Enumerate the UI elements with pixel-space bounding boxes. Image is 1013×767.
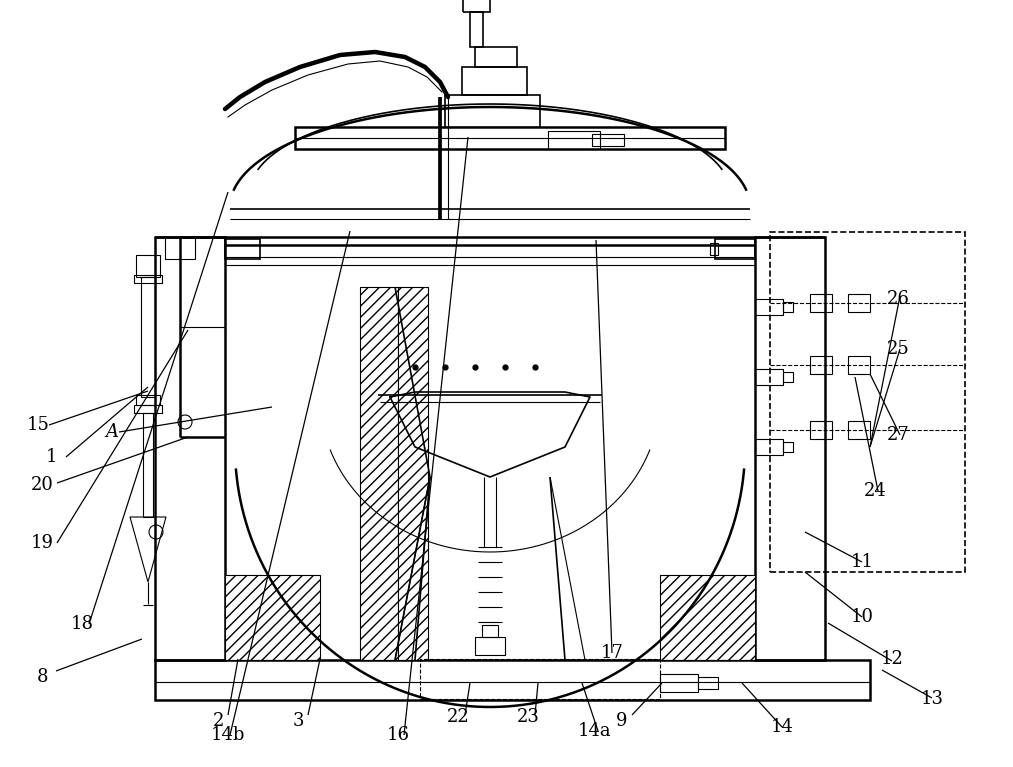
Bar [710,243,718,255]
Text: 24: 24 [864,482,886,500]
Text: 17: 17 [601,644,623,662]
Bar [592,134,624,146]
Text: 2: 2 [213,712,224,730]
Bar [755,237,825,660]
Bar [360,287,398,660]
Bar [475,47,517,67]
Bar [295,127,725,149]
Text: 14b: 14b [211,726,245,744]
Text: 14a: 14a [578,722,612,740]
Text: 9: 9 [616,712,628,730]
Bar [155,660,870,700]
Bar [225,575,320,660]
Bar [445,95,540,127]
Bar [848,421,870,439]
Bar [810,356,832,374]
Bar [143,413,153,517]
Bar [848,294,870,312]
Text: 1: 1 [47,448,58,466]
Bar [141,277,155,397]
Bar [698,677,718,689]
Bar [715,239,755,259]
Bar [548,131,600,149]
Text: 18: 18 [71,615,93,633]
Bar [810,294,832,312]
Bar [398,287,428,660]
Bar [755,369,783,385]
Text: 16: 16 [387,726,409,744]
Bar [136,255,160,277]
Bar [755,299,783,315]
Bar [660,575,755,660]
Bar [783,372,793,382]
Bar [783,442,793,452]
Text: 19: 19 [30,534,54,552]
Bar [136,395,160,405]
Bar [165,237,194,259]
Bar [155,237,225,660]
Text: 25: 25 [886,340,910,358]
Text: 27: 27 [886,426,910,444]
Text: 8: 8 [36,668,48,686]
Bar [848,356,870,374]
Text: 20: 20 [30,476,54,494]
Text: A: A [105,423,119,441]
Bar [475,637,505,655]
Text: 12: 12 [880,650,904,668]
Text: 22: 22 [447,708,469,726]
Bar [660,674,698,692]
Text: 3: 3 [292,712,304,730]
Text: 23: 23 [517,708,540,726]
Text: 13: 13 [921,690,943,708]
Bar [225,239,260,259]
Bar [462,67,527,95]
Bar [470,12,483,47]
Bar [420,659,660,699]
Bar [482,625,498,637]
Bar [463,0,490,12]
Text: 15: 15 [26,416,50,434]
Bar [755,439,783,455]
Text: 26: 26 [886,290,910,308]
Bar [134,405,162,413]
Bar [770,232,965,572]
Bar [783,302,793,312]
Bar [810,421,832,439]
Bar [134,275,162,283]
Text: 10: 10 [851,608,873,626]
Text: 11: 11 [851,553,873,571]
Text: 14: 14 [771,718,793,736]
